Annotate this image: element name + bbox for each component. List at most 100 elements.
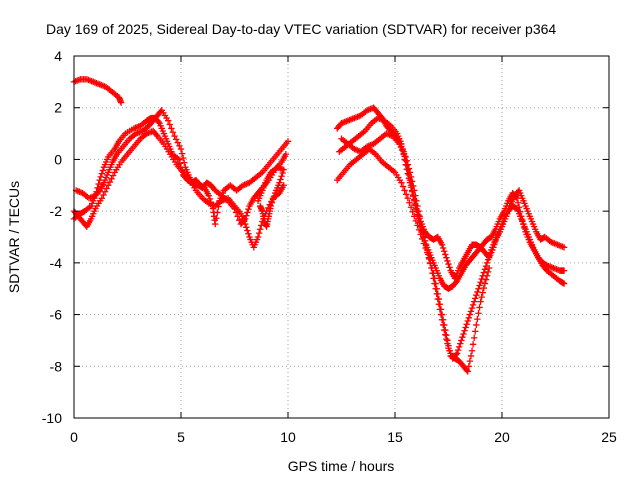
data-point (406, 169, 414, 176)
data-point (280, 182, 287, 189)
data-point (463, 366, 470, 374)
data-point (181, 159, 188, 166)
data-point (407, 173, 415, 181)
data-point (432, 280, 439, 287)
data-point (404, 195, 412, 202)
data-point (96, 176, 103, 184)
data-point (255, 229, 263, 237)
data-point (166, 121, 173, 128)
data-point (279, 169, 286, 177)
data-point (109, 172, 117, 179)
data-point (512, 193, 520, 201)
data-point (438, 241, 446, 248)
data-points-layer (70, 76, 568, 375)
y-tick-label: -4 (50, 255, 63, 271)
data-point (164, 117, 172, 124)
data-point (103, 185, 110, 192)
data-point (443, 254, 450, 261)
data-point (415, 226, 423, 234)
data-point (403, 157, 410, 164)
data-point (397, 143, 405, 151)
data-point (428, 264, 436, 272)
data-point (98, 170, 106, 177)
data-point (475, 310, 482, 317)
data-point (423, 249, 431, 256)
data-point (413, 197, 420, 204)
data-point (409, 182, 417, 190)
data-point (465, 314, 473, 322)
y-tick-label: 2 (54, 100, 62, 116)
data-point (403, 191, 410, 198)
data-point (480, 284, 488, 292)
data-point (399, 183, 407, 190)
data-point (444, 257, 451, 265)
data-point (277, 176, 284, 183)
data-point (466, 311, 474, 318)
data-point (485, 253, 493, 260)
data-point (400, 150, 408, 157)
x-tick-label: 15 (387, 429, 403, 445)
data-point (462, 324, 469, 331)
grid-layer (74, 56, 609, 418)
ticks-layer (73, 55, 610, 419)
data-point (481, 266, 489, 273)
data-point (470, 298, 478, 305)
data-point (481, 280, 489, 287)
data-point (401, 187, 408, 194)
data-point (470, 334, 478, 342)
data-point (467, 352, 475, 360)
data-point (278, 173, 285, 180)
y-tick-label: 4 (54, 48, 62, 64)
plot-frame (73, 55, 610, 419)
data-point (446, 347, 453, 354)
series-arc-4 (70, 127, 287, 251)
data-point (469, 301, 477, 309)
data-point (445, 260, 452, 268)
data-point (108, 175, 115, 183)
data-point (243, 224, 250, 231)
data-point (458, 337, 465, 344)
data-point (269, 196, 277, 203)
data-point (473, 321, 480, 329)
data-point (105, 182, 112, 189)
data-point (408, 178, 416, 185)
data-point (175, 156, 183, 163)
data-point (414, 202, 421, 210)
data-point (271, 189, 279, 197)
data-point (472, 295, 479, 302)
data-point (474, 315, 481, 323)
x-tick-label: 20 (494, 429, 510, 445)
data-point (514, 199, 522, 206)
data-point (117, 99, 125, 106)
data-point (446, 264, 453, 271)
y-tick-label: -10 (42, 410, 62, 426)
data-point (415, 207, 422, 215)
data-point (476, 304, 483, 311)
data-point (454, 346, 462, 354)
data-point (95, 188, 102, 195)
data-point (245, 206, 252, 213)
data-point (416, 213, 423, 220)
data-point (560, 280, 568, 287)
data-point (405, 165, 413, 172)
data-point (487, 249, 494, 257)
data-point (242, 220, 249, 228)
data-point (153, 131, 160, 139)
data-point (280, 166, 287, 173)
series-arc-5 (254, 163, 287, 230)
data-point (474, 288, 481, 296)
data-point (436, 301, 444, 308)
data-point (463, 321, 470, 328)
data-point (445, 342, 452, 349)
data-point (433, 285, 440, 292)
data-point (444, 337, 451, 344)
data-point (438, 311, 446, 318)
data-point (467, 308, 475, 315)
data-point (101, 188, 109, 195)
data-point (482, 276, 490, 283)
data-point (472, 328, 479, 335)
y-tick-label: 0 (54, 151, 62, 167)
data-point (282, 151, 290, 158)
x-tick-label: 10 (280, 429, 296, 445)
